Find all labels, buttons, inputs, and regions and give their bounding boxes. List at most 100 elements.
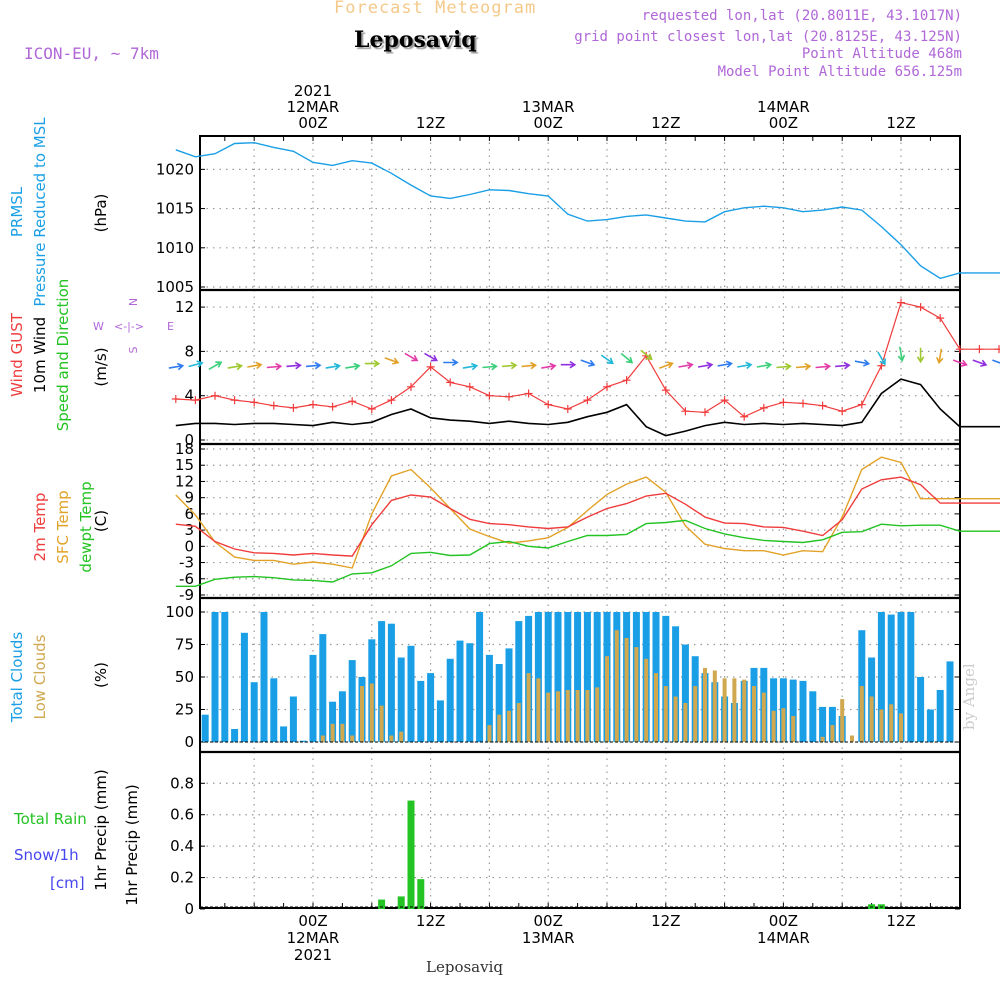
gust-marker — [426, 362, 435, 371]
location-title: Leposaviq — [354, 27, 477, 53]
time-label-bottom: 13MAR — [522, 929, 575, 947]
wind-direction-arrow — [640, 349, 653, 361]
low-cloud-bar — [722, 678, 727, 742]
rain-bar — [378, 899, 386, 909]
total-cloud-bar — [828, 706, 836, 742]
wind-direction-arrow — [717, 360, 733, 368]
time-label-top: 00Z — [769, 114, 798, 132]
wind-direction-arrow — [345, 362, 361, 371]
low-cloud-bar — [575, 690, 580, 742]
total-cloud-bar — [319, 634, 327, 742]
wind-direction-arrow — [992, 359, 1000, 367]
total-cloud-bar — [799, 680, 807, 742]
y-tick-label: 0 — [184, 733, 194, 751]
wind-direction-arrow — [678, 361, 694, 370]
low-cloud-bar — [791, 716, 796, 742]
low-cloud-bar — [624, 638, 629, 742]
low-cloud-bar — [389, 735, 394, 742]
total-cloud-bar — [427, 673, 435, 742]
total-cloud-bar — [417, 680, 425, 742]
y-tick-label: -9 — [179, 586, 194, 604]
total-cloud-bar — [936, 690, 944, 742]
gust-marker — [583, 396, 592, 405]
wind-direction-arrow — [541, 362, 557, 371]
gust-marker — [387, 396, 396, 405]
total-cloud-bar — [770, 678, 778, 742]
rain-legend-label: Total Rain — [13, 810, 87, 828]
total-cloud-bar — [378, 621, 386, 742]
gust-marker — [936, 314, 945, 323]
gust-marker — [975, 345, 984, 354]
time-label-bottom: 12Z — [886, 912, 915, 930]
y-tick-label: 75 — [175, 636, 194, 654]
total-cloud-bar — [946, 661, 954, 742]
gust-marker — [955, 345, 964, 354]
wind-direction-arrow — [364, 359, 381, 368]
compass-north: N — [127, 298, 140, 306]
wind-direction-arrow — [188, 360, 204, 368]
low-cloud-bar — [742, 679, 747, 742]
time-label-top: 12MAR — [287, 98, 340, 116]
total-cloud-bar — [485, 654, 493, 742]
time-label-bottom: 12Z — [651, 912, 680, 930]
model-label: ICON-EU, ~ 7km — [24, 44, 159, 63]
gust-marker — [465, 382, 474, 391]
wind-direction-arrow — [305, 361, 322, 370]
wind-direction-arrow — [227, 362, 243, 371]
time-label-bottom: 12MAR — [287, 929, 340, 947]
gust-marker — [289, 403, 298, 412]
requested-coords: requested lon,lat (20.8011E, 43.1017N) — [641, 8, 962, 24]
total-cloud-bar — [329, 701, 337, 742]
time-label-top: 12Z — [886, 114, 915, 132]
gust-marker — [446, 378, 455, 387]
low-cloud-bar — [585, 690, 590, 742]
low-cloud-bar — [595, 687, 600, 742]
wind-axis-label: Wind GUST — [8, 312, 26, 397]
wind-direction-arrow — [462, 362, 479, 371]
gust-marker — [348, 397, 357, 406]
gust-marker — [407, 382, 415, 391]
y-tick-label: 50 — [175, 668, 194, 686]
wind-direction-arrow — [208, 361, 223, 370]
time-label-bottom: 2021 — [294, 946, 332, 964]
gust-marker — [995, 345, 1000, 354]
gust-marker — [740, 412, 749, 421]
panel-frame — [199, 751, 961, 909]
y-tick-label: 0.6 — [170, 806, 194, 824]
wind-direction-arrow — [580, 359, 596, 367]
y-tick-label: 4 — [184, 387, 194, 405]
wind-direction-arrow — [756, 361, 773, 370]
time-label-top: 12Z — [651, 114, 680, 132]
wind-direction-arrow — [877, 351, 886, 366]
low-cloud-bar — [752, 686, 756, 742]
total-cloud-bar — [280, 726, 288, 742]
gust-marker — [779, 398, 788, 407]
time-label-bottom: 00Z — [769, 912, 798, 930]
low-cloud-bar — [840, 699, 845, 742]
total-cloud-bar — [260, 612, 268, 742]
gust-marker — [328, 402, 337, 411]
time-label-bottom: 12Z — [416, 912, 445, 930]
wind-direction-arrow — [897, 346, 906, 362]
time-label-top: 2021 — [294, 82, 332, 100]
unit-label: (%) — [92, 662, 110, 688]
total-cloud-bar — [505, 648, 513, 742]
y-tick-label: 0.4 — [170, 837, 194, 855]
low-cloud-bar — [565, 690, 570, 742]
low-cloud-bar — [771, 710, 776, 742]
total-cloud-bar — [926, 709, 934, 742]
gust-marker — [897, 298, 905, 307]
low-cloud-bar — [889, 704, 894, 742]
wind-direction-arrow — [916, 347, 925, 364]
low-cloud-bar — [556, 691, 560, 742]
y-tick-label: 9 — [184, 489, 194, 507]
y-tick-label: 0 — [184, 900, 194, 918]
low-cloud-bar — [781, 708, 786, 742]
y-tick-label: 8 — [184, 342, 194, 360]
total-cloud-bar — [574, 612, 582, 742]
y-tick-label: 1020 — [156, 160, 194, 178]
total-cloud-bar — [877, 612, 885, 742]
pressure-line — [175, 141, 1000, 280]
wind-direction-arrow — [286, 361, 302, 370]
